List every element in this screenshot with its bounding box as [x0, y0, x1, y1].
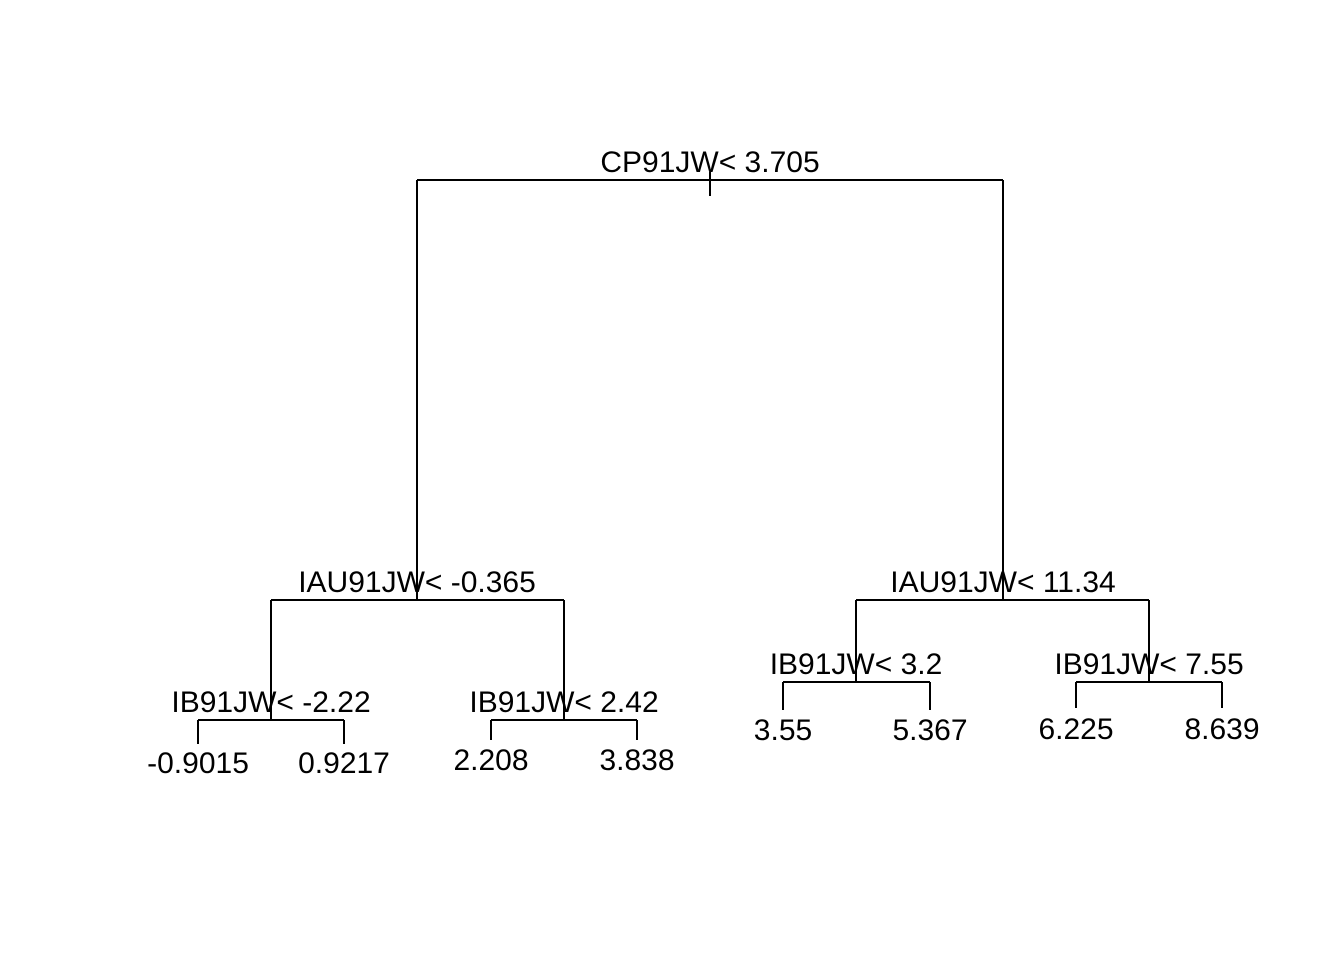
right-split-label: IAU91JW< 11.34: [890, 566, 1115, 599]
leaf-value: -0.9015: [147, 747, 249, 780]
leaf-value: 8.639: [1184, 713, 1259, 746]
leaf-value: 6.225: [1038, 713, 1113, 746]
right-left-split: IB91JW< 3.2 3.55 5.367: [754, 648, 968, 747]
left-left-split-label: IB91JW< -2.22: [171, 686, 370, 719]
leaf-value: 3.55: [754, 714, 812, 747]
leaf-value: 3.838: [599, 744, 674, 777]
leaf-value: 2.208: [453, 744, 528, 777]
leaf-value: 0.9217: [298, 747, 390, 780]
right-right-split-label: IB91JW< 7.55: [1054, 648, 1243, 681]
root-split-label: CP91JW< 3.705: [600, 146, 819, 179]
right-split: IAU91JW< 11.34: [855, 566, 1150, 682]
leaf-value: 5.367: [892, 714, 967, 747]
right-left-split-label: IB91JW< 3.2: [770, 648, 943, 681]
left-right-split-label: IB91JW< 2.42: [469, 686, 658, 719]
root-split: CP91JW< 3.705: [416, 146, 1004, 600]
right-right-split: IB91JW< 7.55 6.225 8.639: [1038, 648, 1259, 746]
left-right-split: IB91JW< 2.42 2.208 3.838: [453, 686, 674, 777]
left-left-split: IB91JW< -2.22 -0.9015 0.9217: [147, 686, 390, 780]
left-split-label: IAU91JW< -0.365: [298, 566, 536, 599]
left-split: IAU91JW< -0.365: [270, 566, 565, 720]
